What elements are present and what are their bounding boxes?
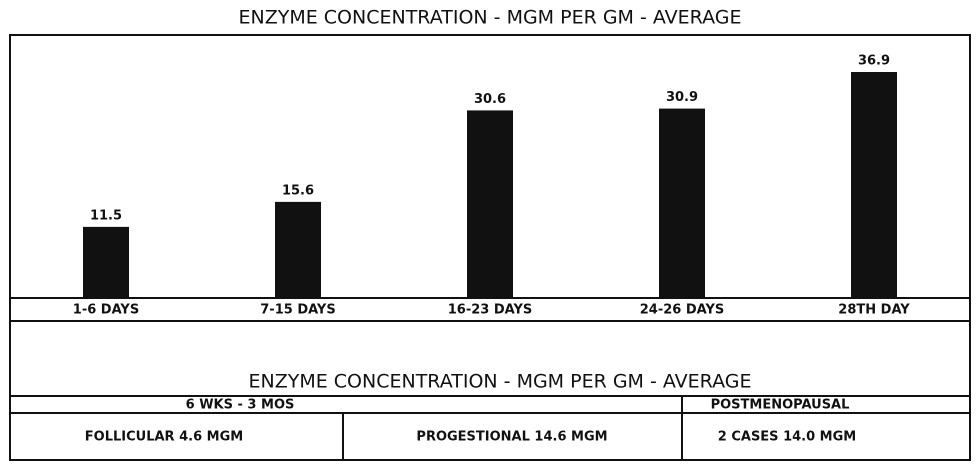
x-tick-label: 1-6 DAYS bbox=[73, 303, 139, 318]
bar bbox=[851, 72, 897, 297]
table-header: 6 WKS - 3 MOS bbox=[186, 398, 295, 413]
bar bbox=[467, 110, 513, 297]
bar bbox=[275, 201, 321, 297]
x-tick-label: 16-23 DAYS bbox=[448, 303, 533, 318]
table-cell: FOLLICULAR 4.6 MGM bbox=[85, 430, 243, 445]
frame bbox=[9, 34, 971, 461]
chart-title: ENZYME CONCENTRATION - MGM PER GM - AVER… bbox=[239, 7, 742, 29]
table-title: ENZYME CONCENTRATION - MGM PER GM - AVER… bbox=[249, 371, 752, 393]
x-tick-label: 24-26 DAYS bbox=[640, 303, 725, 318]
value-label: 15.6 bbox=[282, 183, 314, 198]
x-tick-label: 7-15 DAYS bbox=[260, 303, 335, 318]
value-label: 30.9 bbox=[666, 90, 698, 105]
table-header: POSTMENOPAUSAL bbox=[711, 398, 850, 413]
value-label: 11.5 bbox=[90, 208, 122, 223]
x-tick-label: 28TH DAY bbox=[838, 303, 910, 318]
value-label: 30.6 bbox=[474, 92, 506, 107]
table-cell: 2 CASES 14.0 MGM bbox=[718, 430, 856, 445]
table-cell: PROGESTIONAL 14.6 MGM bbox=[416, 430, 607, 445]
bar bbox=[83, 226, 129, 297]
bar bbox=[659, 108, 705, 298]
value-label: 36.9 bbox=[858, 54, 890, 69]
